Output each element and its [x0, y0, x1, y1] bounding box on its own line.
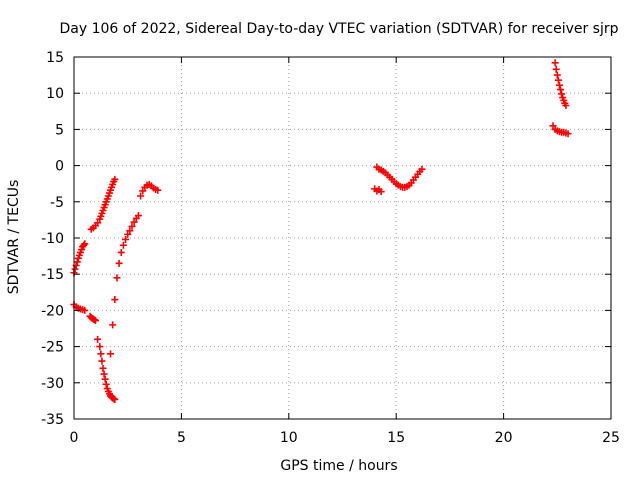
- y-tick-label: -30: [41, 376, 64, 392]
- y-tick-label: -25: [41, 340, 64, 356]
- data-point: [119, 241, 127, 249]
- data-series: [549, 122, 572, 138]
- data-point: [91, 317, 99, 325]
- data-points: [70, 59, 572, 403]
- data-point: [418, 165, 426, 173]
- data-point: [73, 258, 81, 266]
- data-point: [98, 357, 106, 365]
- x-tick-label: 10: [280, 430, 298, 446]
- data-point: [139, 187, 147, 195]
- data-point: [109, 321, 117, 329]
- data-point: [80, 241, 88, 249]
- data-series: [94, 335, 119, 403]
- data-point: [555, 81, 563, 89]
- data-point: [71, 265, 79, 273]
- data-point: [124, 230, 132, 238]
- data-point: [94, 335, 102, 343]
- y-tick-label: 5: [55, 122, 64, 138]
- data-point: [564, 130, 572, 138]
- data-point: [81, 240, 89, 248]
- data-series: [137, 180, 162, 200]
- data-point: [117, 248, 125, 256]
- data-point: [558, 90, 566, 98]
- data-point: [99, 364, 107, 372]
- data-point: [115, 259, 123, 267]
- data-point: [102, 380, 110, 388]
- data-series: [371, 185, 385, 196]
- y-tick-label: -35: [41, 412, 64, 428]
- data-point: [96, 343, 104, 351]
- y-tick-label: 15: [46, 50, 64, 66]
- data-point: [377, 188, 385, 196]
- data-point: [549, 122, 557, 130]
- data-series: [107, 212, 142, 358]
- data-point: [126, 227, 134, 235]
- data-point: [111, 296, 119, 304]
- data-point: [137, 192, 145, 200]
- data-point: [94, 219, 102, 227]
- y-tick-label: -15: [41, 267, 64, 283]
- data-point: [97, 350, 105, 358]
- x-tick-label: 20: [495, 430, 513, 446]
- data-point: [128, 222, 136, 230]
- data-series: [87, 175, 119, 233]
- x-axis-title: GPS time / hours: [280, 458, 397, 474]
- data-point: [551, 59, 559, 67]
- y-axis-title: SDTVAR / TECUs: [6, 180, 22, 295]
- data-point: [154, 186, 162, 194]
- data-point: [111, 175, 119, 183]
- data-point: [134, 212, 142, 220]
- x-tick-label: 0: [70, 430, 79, 446]
- data-point: [552, 65, 560, 73]
- data-point: [562, 102, 570, 110]
- data-point: [107, 350, 115, 358]
- data-series: [70, 240, 89, 277]
- x-tick-label: 25: [602, 430, 620, 446]
- data-point: [101, 375, 109, 383]
- grid: [74, 57, 611, 419]
- x-tick-label: 15: [387, 430, 405, 446]
- y-tick-label: 10: [46, 86, 64, 102]
- y-tick-label: 0: [55, 159, 64, 175]
- data-point: [100, 370, 108, 378]
- ticks: 0 5 10 15 20 25 15 10 5 0 -5 -10 -15 -20 -25 -30 -35: [41, 50, 620, 446]
- y-tick-label: -10: [41, 231, 64, 247]
- data-series: [86, 312, 99, 325]
- data-point: [111, 395, 119, 403]
- data-point: [130, 218, 138, 226]
- y-tick-label: -5: [50, 195, 64, 211]
- data-point: [553, 71, 561, 79]
- data-series: [373, 163, 426, 191]
- data-point: [557, 86, 565, 94]
- y-tick-label: -20: [41, 303, 64, 319]
- chart-title: Day 106 of 2022, Sidereal Day-to-day VTE…: [59, 21, 618, 37]
- data-series: [551, 59, 570, 110]
- x-tick-label: 5: [177, 430, 186, 446]
- data-point: [122, 235, 130, 243]
- data-point: [113, 274, 121, 282]
- data-point: [81, 306, 89, 314]
- data-point: [554, 76, 562, 84]
